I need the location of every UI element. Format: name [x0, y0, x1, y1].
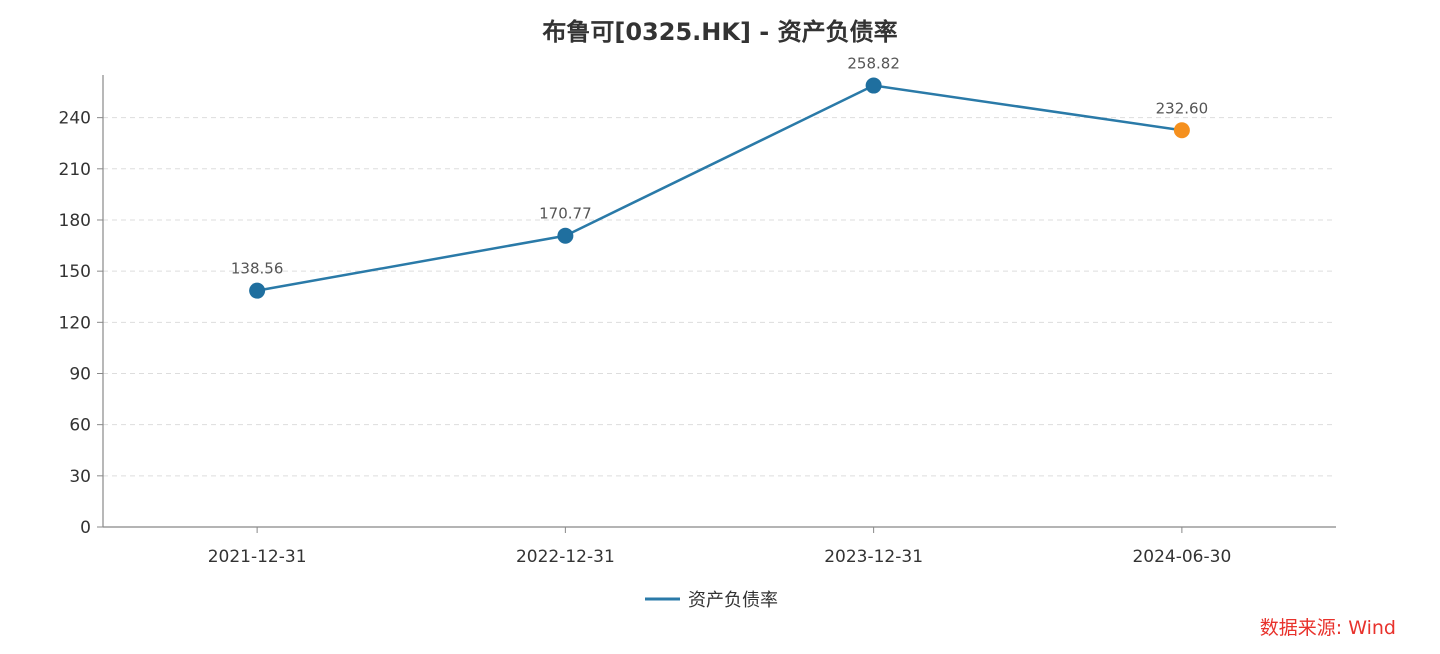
legend[interactable]: 资产负债率: [645, 590, 778, 611]
series-line-group: [256, 84, 1183, 292]
x-tick-label: 2024-06-30: [1132, 547, 1231, 567]
y-tick-label: 210: [59, 160, 91, 180]
y-tick-label: 240: [59, 109, 91, 129]
x-tick-label: 2023-12-31: [824, 547, 923, 567]
y-tick-label: 0: [80, 518, 91, 538]
y-axis-ticks: 0 30 60 90 120 150 180 210 240: [59, 109, 103, 538]
data-point: [865, 77, 882, 94]
data-point: [249, 282, 266, 299]
data-label: 232.60: [1156, 99, 1209, 117]
data-point: [1173, 122, 1190, 139]
axes: [102, 75, 1336, 528]
x-tick-label: 2021-12-31: [208, 547, 307, 567]
series-line: [256, 84, 1183, 292]
y-tick-label: 60: [69, 416, 91, 436]
y-tick-label: 30: [69, 467, 91, 487]
x-axis-ticks: 2021-12-31 2022-12-31 2023-12-31 2024-06-30: [208, 527, 1231, 567]
data-source: 数据来源: Wind: [1260, 617, 1396, 639]
y-tick-label: 150: [59, 262, 91, 282]
y-tick-label: 180: [59, 211, 91, 231]
data-points: [249, 77, 1190, 299]
legend-label: 资产负债率: [688, 590, 778, 611]
data-point: [557, 227, 574, 244]
y-tick-label: 90: [69, 364, 91, 384]
y-tick-label: 120: [59, 313, 91, 333]
data-labels: 138.56 170.77 258.82 232.60: [231, 55, 1208, 278]
data-label: 138.56: [231, 260, 284, 278]
x-tick-label: 2022-12-31: [516, 547, 615, 567]
data-label: 170.77: [539, 205, 592, 223]
gridlines: [103, 117, 1336, 477]
chart-title: 布鲁可[0325.HK] - 资产负债率: [542, 18, 897, 46]
data-label: 258.82: [847, 55, 900, 73]
